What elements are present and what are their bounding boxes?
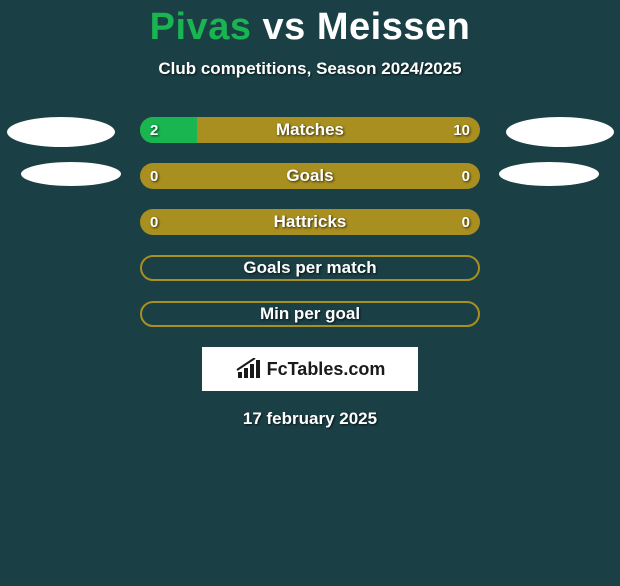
stat-label: Goals bbox=[140, 163, 480, 189]
stat-row: Matches2 10 bbox=[140, 117, 480, 143]
stat-row: Hattricks0 0 bbox=[140, 209, 480, 235]
stat-value-left: 0 bbox=[150, 163, 158, 189]
stat-label: Goals per match bbox=[142, 257, 478, 279]
stat-value-left: 2 bbox=[150, 117, 158, 143]
provider-logo-text: FcTables.com bbox=[267, 359, 386, 380]
date-text: 17 february 2025 bbox=[0, 409, 620, 429]
chart-icon bbox=[235, 358, 263, 380]
stat-label: Matches bbox=[140, 117, 480, 143]
stat-value-right: 0 bbox=[462, 163, 470, 189]
team-a-logo-placeholder-bottom bbox=[21, 162, 121, 186]
stat-row: Goals0 0 bbox=[140, 163, 480, 189]
stat-value-left: 0 bbox=[150, 209, 158, 235]
team-a-name: Pivas bbox=[150, 6, 252, 48]
provider-logo-box: FcTables.com bbox=[202, 347, 418, 391]
team-b-logo-placeholder-top bbox=[506, 117, 614, 147]
team-a-logo-placeholder-top bbox=[7, 117, 115, 147]
stat-label: Hattricks bbox=[140, 209, 480, 235]
page-title: Pivas vs Meissen bbox=[0, 6, 620, 49]
stat-value-right: 0 bbox=[462, 209, 470, 235]
stat-value-right: 10 bbox=[453, 117, 470, 143]
stat-label: Min per goal bbox=[142, 303, 478, 325]
stat-row: Min per goal bbox=[140, 301, 480, 327]
stat-row: Goals per match bbox=[140, 255, 480, 281]
stat-bars: Matches210Goals00Hattricks00Goals per ma… bbox=[140, 117, 480, 327]
team-b-name: Meissen bbox=[317, 6, 470, 48]
team-b-logo-placeholder-bottom bbox=[499, 162, 599, 186]
subtitle: Club competitions, Season 2024/2025 bbox=[0, 59, 620, 79]
vs-text: vs bbox=[263, 6, 306, 48]
comparison-chart: Matches210Goals00Hattricks00Goals per ma… bbox=[0, 117, 620, 327]
